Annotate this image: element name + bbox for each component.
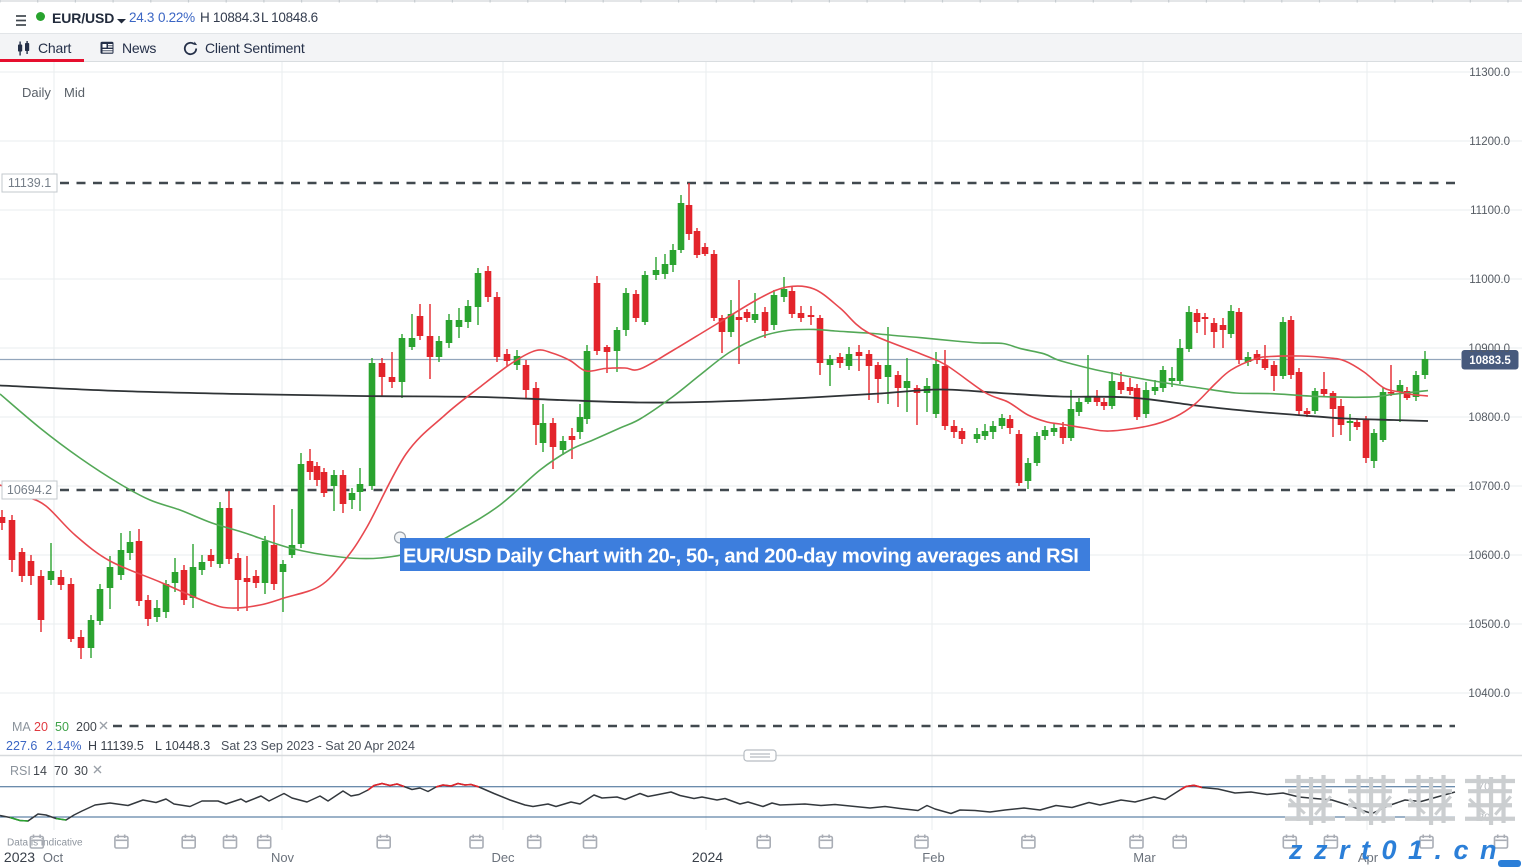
svg-text:10500.0: 10500.0 [1468,619,1510,631]
svg-text:11139.1: 11139.1 [8,176,51,190]
svg-text:10400.0: 10400.0 [1468,688,1510,700]
svg-text:zzrt01.cn: zzrt01.cn [1288,835,1508,865]
svg-text:Oct: Oct [43,850,64,865]
svg-text:Mid: Mid [64,85,85,100]
svg-text:10883.5: 10883.5 [1469,355,1511,367]
svg-text:2023: 2023 [4,849,35,865]
svg-text:10900.0: 10900.0 [1468,343,1510,355]
svg-text:10600.0: 10600.0 [1468,550,1510,562]
svg-text:Apr: Apr [1358,850,1379,865]
svg-text:10700.0: 10700.0 [1468,481,1510,493]
svg-text:30: 30 [74,764,88,778]
svg-text:10694.2: 10694.2 [7,483,52,497]
svg-text:L 10448.3: L 10448.3 [155,739,210,753]
svg-text:2024: 2024 [692,849,723,865]
svg-text:EUR/USD Daily Chart with 20-,: EUR/USD Daily Chart with 20-, 50-, and 2… [403,546,1078,568]
svg-text:Dec: Dec [491,850,515,865]
svg-text:227.6: 227.6 [6,739,37,753]
svg-text:RSI: RSI [10,764,31,778]
svg-text:Mar: Mar [1133,850,1156,865]
svg-text:2.14%: 2.14% [46,739,81,753]
svg-text:50: 50 [55,720,69,734]
svg-text:11300.0: 11300.0 [1469,67,1510,79]
svg-text:14: 14 [33,764,47,778]
svg-text:70: 70 [54,764,68,778]
svg-text:11000.0: 11000.0 [1469,274,1510,286]
svg-text:Sat 23 Sep 2023 - Sat 20 Apr 2: Sat 23 Sep 2023 - Sat 20 Apr 2024 [221,739,415,753]
svg-text:200: 200 [76,720,97,734]
svg-text:MA: MA [12,720,31,734]
svg-text:H 11139.5: H 11139.5 [88,739,144,753]
svg-text:Daily: Daily [22,85,51,100]
svg-text:11200.0: 11200.0 [1469,136,1510,148]
svg-text:11100.0: 11100.0 [1470,205,1510,217]
svg-text:Feb: Feb [922,850,944,865]
svg-text:10800.0: 10800.0 [1468,412,1510,424]
svg-text:Data is indicative: Data is indicative [7,838,83,849]
svg-text:20: 20 [34,720,48,734]
svg-text:Nov: Nov [271,850,295,865]
